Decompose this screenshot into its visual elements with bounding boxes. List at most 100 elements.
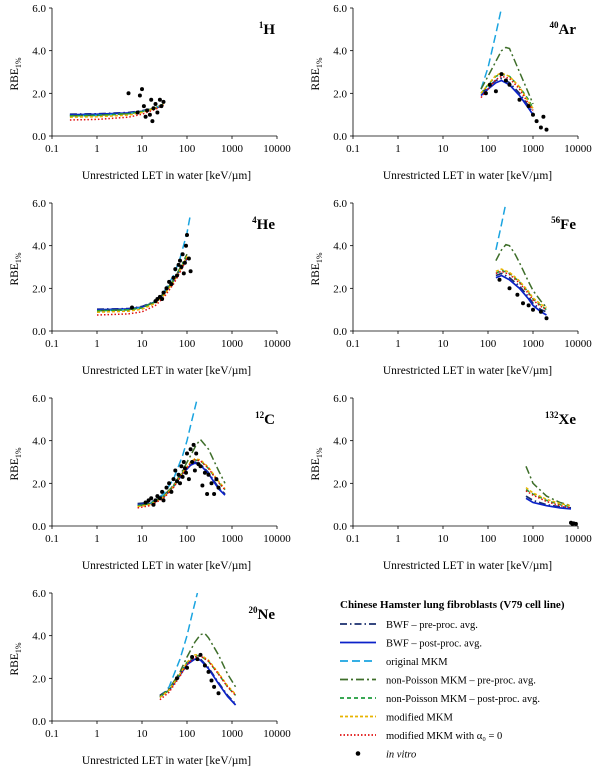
- panel-4He: 0.0 2.0 4.0 6.0 0.1 1 10 100 1000 10000 Unrestrict…: [9, 198, 291, 377]
- data-point: [137, 93, 142, 98]
- data-point: [130, 305, 134, 310]
- x-tick-label: 10: [137, 533, 149, 545]
- ion-label: 56Fe: [551, 215, 576, 233]
- data-point: [153, 102, 158, 106]
- data-point: [191, 442, 196, 447]
- panel-132Xe: 0.0 2.0 4.0 6.0 0.1 1 10 100 1000 10000 Unrestrict…: [310, 393, 592, 572]
- y-tick-label: 2.0: [32, 673, 46, 685]
- data-point: [179, 265, 184, 269]
- x-tick-label: 0.1: [45, 338, 59, 350]
- data-point: [198, 652, 203, 657]
- x-tick-label: 10: [438, 143, 450, 155]
- y-axis-title: RBE1%: [310, 447, 324, 480]
- x-tick-label: 1000: [522, 533, 545, 545]
- in-vitro-points: [569, 520, 578, 526]
- data-point: [151, 106, 156, 111]
- data-point: [182, 466, 187, 471]
- data-point: [206, 669, 211, 674]
- y-tick-label: 0.0: [333, 521, 347, 533]
- x-tick-label: 10000: [564, 143, 592, 155]
- y-tick-label: 6.0: [32, 393, 46, 405]
- data-point: [483, 91, 488, 96]
- panel-20Ne: 0.0 2.0 4.0 6.0 0.1 1 10 100 1000 10000 Unrestrict…: [9, 588, 291, 767]
- data-point: [526, 104, 531, 109]
- y-tick-label: 4.0: [333, 241, 347, 253]
- y-tick-label: 4.0: [32, 436, 46, 448]
- data-point: [503, 78, 508, 83]
- y-axis-title: RBE1%: [9, 642, 23, 675]
- data-point: [178, 258, 182, 263]
- x-tick-label: 1: [395, 143, 401, 155]
- series-line: [96, 213, 192, 312]
- x-tick-label: 0.1: [346, 143, 360, 155]
- x-tick-label: 10000: [263, 143, 291, 155]
- data-point: [175, 479, 179, 484]
- data-point: [159, 104, 164, 109]
- data-point: [538, 125, 543, 130]
- x-tick-label: 10: [137, 338, 149, 350]
- data-point: [538, 309, 543, 314]
- data-point: [212, 492, 217, 496]
- series-line: [96, 255, 188, 313]
- y-tick-label: 0.0: [333, 131, 347, 143]
- data-point: [188, 269, 193, 274]
- x-tick-label: 1000: [522, 143, 545, 155]
- x-tick-label: 1: [395, 338, 401, 350]
- x-tick-label: 10000: [564, 533, 592, 545]
- x-axis-title: Unrestricted LET in water [keV/µm]: [383, 170, 552, 182]
- data-point: [531, 112, 535, 117]
- panel-56Fe: 0.0 2.0 4.0 6.0 0.1 1 10 100 1000 10000 Unrestrict…: [310, 198, 592, 377]
- data-point: [497, 277, 502, 282]
- data-point: [161, 99, 166, 104]
- data-point: [164, 286, 169, 291]
- y-tick-label: 0.0: [333, 326, 347, 338]
- series-line: [495, 203, 507, 251]
- y-tick-label: 2.0: [333, 283, 347, 295]
- series-line: [495, 268, 547, 309]
- data-point: [141, 104, 146, 109]
- data-point: [173, 267, 178, 272]
- series-line: [525, 489, 572, 508]
- data-point: [157, 496, 162, 501]
- x-tick-label: 100: [179, 533, 196, 545]
- data-point: [216, 691, 221, 696]
- data-point: [153, 498, 158, 503]
- in-vitro-points: [175, 652, 221, 696]
- data-point: [178, 481, 182, 486]
- data-point: [202, 470, 207, 475]
- series-line: [480, 8, 503, 90]
- series-line: [159, 654, 237, 699]
- y-tick-label: 2.0: [333, 88, 347, 100]
- y-axis-title: RBE1%: [9, 447, 23, 480]
- data-point: [184, 470, 188, 475]
- data-point: [179, 464, 184, 469]
- y-tick-label: 4.0: [32, 241, 46, 253]
- y-tick-label: 4.0: [333, 46, 347, 58]
- data-point: [200, 483, 205, 488]
- x-tick-label: 100: [480, 143, 497, 155]
- y-tick-label: 4.0: [333, 436, 347, 448]
- data-point: [184, 243, 188, 248]
- data-point: [169, 282, 174, 287]
- series-line: [525, 487, 572, 507]
- curves: [480, 8, 534, 116]
- curves: [137, 398, 226, 509]
- data-point: [164, 485, 169, 490]
- data-point: [216, 485, 221, 490]
- data-point: [194, 451, 199, 456]
- data-point: [143, 114, 148, 119]
- x-tick-label: 1000: [221, 728, 244, 740]
- curves: [525, 466, 572, 510]
- legend-label: in vitro: [386, 750, 416, 761]
- legend-title: Chinese Hamster lung fibroblasts (V79 ce…: [340, 599, 565, 611]
- y-tick-label: 6.0: [32, 3, 46, 15]
- series-line: [159, 593, 199, 698]
- series-line: [96, 258, 188, 316]
- series-line: [525, 495, 572, 509]
- ion-label: 12C: [255, 410, 275, 428]
- series-line: [69, 103, 164, 117]
- x-tick-label: 10: [438, 338, 450, 350]
- legend-label: non-Poisson MKM – post-proc. avg.: [386, 694, 540, 705]
- data-point: [544, 127, 549, 132]
- y-tick-label: 6.0: [32, 198, 46, 210]
